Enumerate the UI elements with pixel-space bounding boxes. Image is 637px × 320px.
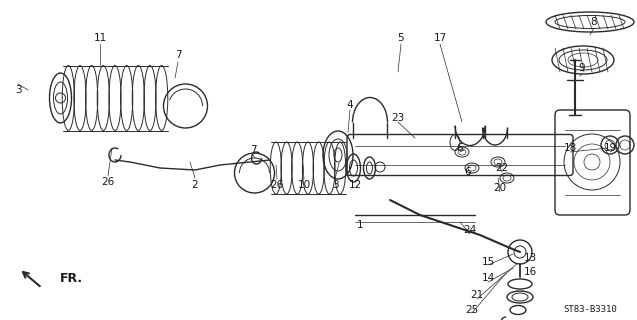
Text: 12: 12 [348, 180, 362, 190]
Text: 20: 20 [494, 183, 506, 193]
Text: 13: 13 [524, 253, 536, 263]
Text: 14: 14 [482, 273, 494, 283]
Text: 19: 19 [603, 143, 617, 153]
Text: 15: 15 [482, 257, 494, 267]
Text: 26: 26 [101, 177, 115, 187]
Text: 4: 4 [347, 100, 354, 110]
Text: 16: 16 [524, 267, 536, 277]
Text: FR.: FR. [60, 271, 83, 284]
Text: 7: 7 [250, 145, 256, 155]
Text: 5: 5 [397, 33, 404, 43]
Text: 10: 10 [297, 180, 311, 190]
Text: ST83-B3310: ST83-B3310 [563, 306, 617, 315]
Text: 6: 6 [464, 167, 471, 177]
Text: 22: 22 [496, 163, 508, 173]
Text: 8: 8 [590, 17, 598, 27]
Text: 2: 2 [192, 180, 198, 190]
Text: 1: 1 [357, 220, 363, 230]
Text: 21: 21 [470, 290, 483, 300]
Text: 18: 18 [563, 143, 576, 153]
Text: 26: 26 [270, 180, 283, 190]
Text: 6: 6 [457, 143, 463, 153]
Text: 9: 9 [578, 63, 585, 73]
Text: 17: 17 [433, 33, 447, 43]
Text: 3: 3 [15, 85, 21, 95]
Text: 7: 7 [175, 50, 182, 60]
Text: 3: 3 [332, 180, 338, 190]
Text: 24: 24 [463, 225, 476, 235]
Text: 11: 11 [94, 33, 106, 43]
Text: 25: 25 [466, 305, 478, 315]
Text: 23: 23 [391, 113, 404, 123]
